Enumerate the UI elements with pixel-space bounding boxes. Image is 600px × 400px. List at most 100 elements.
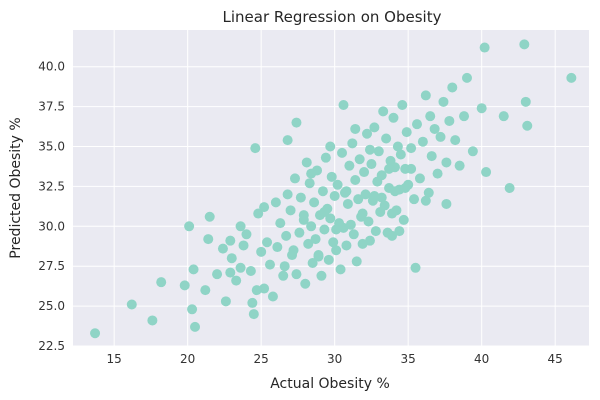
- data-point: [226, 253, 237, 264]
- data-point: [291, 117, 302, 128]
- x-tick-label: 30: [327, 352, 342, 366]
- data-point: [325, 141, 336, 152]
- data-point: [338, 100, 349, 111]
- data-point: [241, 229, 252, 240]
- data-point: [389, 186, 400, 197]
- data-point: [316, 270, 327, 281]
- data-point: [147, 315, 158, 326]
- data-point: [347, 138, 358, 149]
- data-point: [256, 246, 267, 257]
- data-point: [259, 283, 270, 294]
- data-point: [303, 238, 314, 249]
- data-point: [291, 269, 302, 280]
- data-point: [353, 194, 364, 205]
- data-point: [298, 210, 309, 221]
- data-point: [282, 135, 293, 146]
- data-point: [231, 275, 242, 286]
- data-point: [295, 192, 306, 203]
- data-point: [401, 127, 412, 138]
- data-point: [275, 218, 286, 229]
- data-point: [300, 278, 311, 289]
- data-point: [294, 227, 305, 238]
- data-point: [376, 170, 387, 181]
- data-point: [317, 186, 328, 197]
- data-point: [362, 128, 373, 139]
- data-point: [369, 190, 380, 201]
- data-point: [304, 178, 315, 189]
- y-tick-label: 27.5: [38, 259, 65, 273]
- data-point: [253, 208, 264, 219]
- data-point: [204, 211, 215, 222]
- data-point: [441, 157, 452, 168]
- data-point: [307, 258, 318, 269]
- data-point: [357, 208, 368, 219]
- data-point: [203, 234, 214, 245]
- data-point: [245, 265, 256, 276]
- data-point: [406, 163, 417, 174]
- data-point: [309, 197, 320, 208]
- data-point: [351, 256, 362, 267]
- data-point: [429, 123, 440, 134]
- data-point: [522, 120, 533, 131]
- data-point: [200, 285, 211, 296]
- data-point: [90, 328, 101, 339]
- data-point: [444, 115, 455, 126]
- data-point: [364, 144, 375, 155]
- data-point: [398, 214, 409, 225]
- data-point: [438, 96, 449, 107]
- data-point: [319, 224, 330, 235]
- plot-area: [73, 30, 589, 346]
- data-point: [188, 264, 199, 275]
- data-point: [184, 221, 195, 232]
- data-point: [395, 149, 406, 160]
- data-point: [566, 72, 577, 83]
- data-point: [179, 280, 190, 291]
- y-tick-label: 30.0: [38, 219, 65, 233]
- data-point: [360, 189, 371, 200]
- data-point: [126, 299, 137, 310]
- data-point: [289, 173, 300, 184]
- data-point: [364, 235, 375, 246]
- data-point: [235, 262, 246, 273]
- data-point: [319, 206, 330, 217]
- data-point: [270, 197, 281, 208]
- data-point: [250, 143, 261, 154]
- x-tick-label: 25: [254, 352, 269, 366]
- data-point: [391, 205, 402, 216]
- data-point: [156, 277, 167, 288]
- data-point: [400, 183, 411, 193]
- data-point: [301, 157, 312, 168]
- data-point: [450, 135, 461, 146]
- data-point: [285, 205, 296, 216]
- data-point: [476, 103, 487, 114]
- x-tick-label: 40: [474, 352, 489, 366]
- data-point: [220, 296, 231, 307]
- data-point: [187, 304, 198, 315]
- data-point: [288, 245, 299, 256]
- data-point: [370, 226, 381, 237]
- data-point: [259, 202, 270, 213]
- data-point: [414, 173, 425, 184]
- data-point: [345, 219, 356, 230]
- data-point: [432, 168, 443, 179]
- y-tick-label: 40.0: [38, 60, 65, 74]
- data-point: [384, 163, 395, 174]
- data-point: [267, 291, 278, 302]
- data-point: [337, 147, 348, 158]
- x-tick-label: 35: [401, 352, 416, 366]
- data-point: [397, 100, 408, 111]
- data-point: [461, 72, 472, 83]
- y-axis-label: Predicted Obesity %: [8, 117, 24, 258]
- data-point: [498, 111, 509, 122]
- data-point: [409, 194, 420, 205]
- x-tick-label: 45: [548, 352, 563, 366]
- data-points: [90, 39, 577, 339]
- data-point: [332, 179, 343, 190]
- data-point: [425, 111, 436, 122]
- data-point: [190, 321, 201, 332]
- data-point: [320, 152, 331, 163]
- data-point: [423, 187, 434, 198]
- data-point: [410, 262, 421, 273]
- data-point: [264, 259, 275, 270]
- data-point: [354, 154, 365, 165]
